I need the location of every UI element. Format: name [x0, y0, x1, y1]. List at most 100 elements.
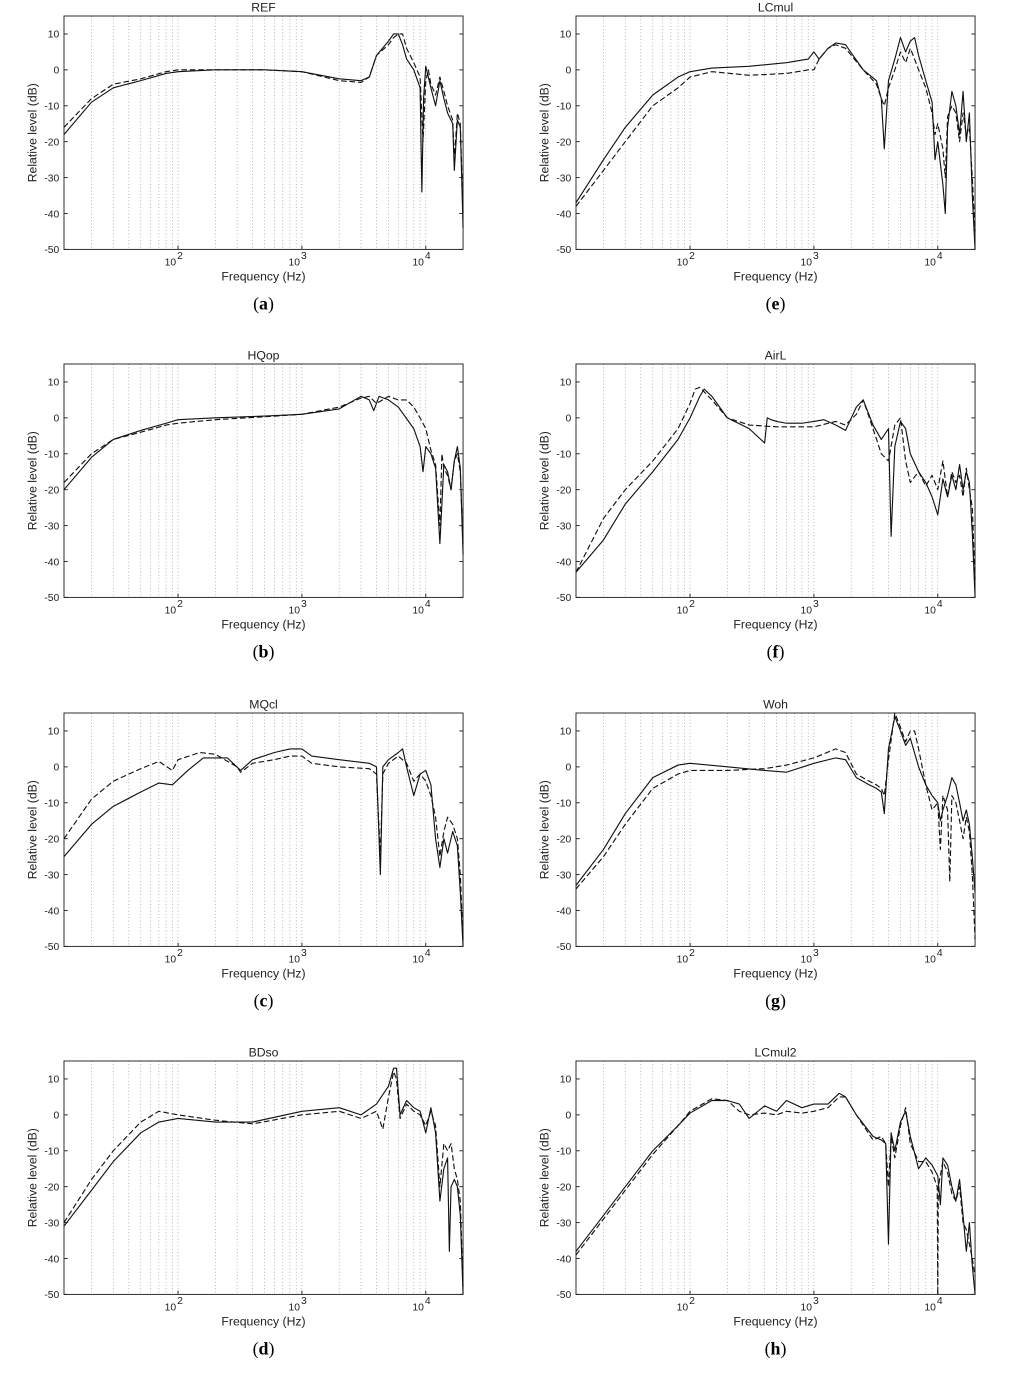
x-tick-exponent: 2 [177, 1296, 183, 1307]
x-axis-label: Frequency (Hz) [221, 269, 305, 283]
x-tick-exponent: 2 [689, 251, 695, 262]
caption-open-paren: ( [765, 991, 771, 1012]
x-tick-exponent: 3 [813, 1296, 819, 1307]
x-tick-exponent: 4 [937, 251, 943, 262]
caption-close-paren: ) [269, 642, 275, 663]
y-tick-label: -10 [44, 450, 59, 461]
y-tick-label: -10 [556, 102, 571, 113]
y-tick-label: -30 [44, 870, 59, 881]
x-tick-label: 102 [677, 251, 695, 269]
y-tick-label: 0 [566, 414, 572, 425]
y-tick-label: -20 [44, 834, 59, 845]
y-tick-label: -10 [44, 102, 59, 113]
x-tick-base: 10 [677, 605, 689, 616]
caption-open-paren: ( [767, 642, 773, 663]
x-tick-label: 102 [165, 1296, 183, 1314]
x-tick-exponent: 3 [301, 948, 307, 959]
x-tick-label: 102 [677, 599, 695, 617]
x-tick-label: 102 [677, 948, 695, 966]
caption-letter: b [259, 642, 269, 662]
x-tick-base: 10 [801, 1302, 813, 1313]
series-line-dashed [575, 44, 976, 232]
x-tick-base: 10 [677, 954, 689, 965]
caption-letter: c [260, 991, 268, 1011]
x-tick-exponent: 4 [425, 948, 431, 959]
x-tick-label: 104 [924, 599, 942, 617]
x-tick-base: 10 [924, 605, 936, 616]
y-tick-label: -30 [44, 173, 59, 184]
x-tick-label: 104 [412, 251, 430, 269]
y-tick-label: -20 [44, 1182, 59, 1193]
x-axis-label: Frequency (Hz) [733, 966, 817, 980]
y-tick-label: 0 [54, 1111, 60, 1122]
x-tick-base: 10 [924, 257, 936, 268]
series-line-solid [575, 716, 976, 893]
y-tick-label: -30 [44, 521, 59, 532]
series-line-solid [63, 395, 464, 555]
x-tick-exponent: 3 [301, 1296, 307, 1307]
y-tick-label: -30 [556, 173, 571, 184]
series-line-dashed [575, 712, 976, 940]
y-tick-label: -20 [44, 485, 59, 496]
x-tick-base: 10 [924, 1302, 936, 1313]
series-line-dashed [575, 1096, 976, 1295]
y-axis-label: Relative level (dB) [26, 1128, 40, 1227]
y-tick-label: -50 [556, 942, 571, 953]
x-tick-exponent: 2 [177, 599, 183, 610]
y-tick-label: -50 [44, 593, 59, 604]
y-tick-label: 10 [560, 30, 572, 41]
chart-panel-h: 100-10-20-30-40-50102103104LCmul2Frequen… [538, 1045, 976, 1360]
series-line-dashed [63, 33, 464, 214]
x-tick-base: 10 [801, 954, 813, 965]
x-tick-base: 10 [412, 954, 424, 965]
series-line-solid [575, 1092, 976, 1295]
panel-caption: (c) [254, 991, 274, 1012]
x-tick-label: 104 [412, 948, 430, 966]
y-tick-label: -40 [44, 209, 59, 220]
y-axis-label: Relative level (dB) [26, 431, 40, 530]
y-tick-label: 0 [566, 1111, 572, 1122]
x-tick-label: 102 [165, 599, 183, 617]
panel-caption: (d) [253, 1339, 275, 1360]
y-tick-label: 0 [566, 763, 572, 774]
x-tick-label: 103 [289, 1296, 307, 1314]
y-tick-label: 0 [54, 66, 60, 77]
x-tick-label: 103 [801, 251, 819, 269]
x-tick-base: 10 [412, 605, 424, 616]
caption-letter: h [771, 1339, 781, 1359]
y-tick-label: 0 [54, 414, 60, 425]
x-axis-label: Frequency (Hz) [733, 269, 817, 283]
x-tick-label: 103 [801, 1296, 819, 1314]
caption-close-paren: ) [268, 294, 274, 315]
caption-close-paren: ) [267, 991, 273, 1012]
series-line-dashed [63, 395, 464, 544]
x-tick-base: 10 [165, 1302, 177, 1313]
plot-area [575, 1060, 976, 1295]
y-axis-label: Relative level (dB) [26, 780, 40, 879]
x-tick-exponent: 3 [813, 599, 819, 610]
chart-panel-c: 100-10-20-30-40-50102103104MQclFrequency… [26, 697, 464, 1012]
series-line-solid [63, 33, 464, 228]
x-tick-base: 10 [801, 605, 813, 616]
x-tick-exponent: 4 [937, 599, 943, 610]
chart-panel-b: 100-10-20-30-40-50102103104HQopFrequency… [26, 348, 464, 663]
x-tick-exponent: 3 [813, 251, 819, 262]
x-tick-base: 10 [289, 954, 301, 965]
series-line-solid [575, 36, 976, 250]
y-tick-label: -20 [556, 1182, 571, 1193]
y-tick-label: -40 [556, 1254, 571, 1265]
series-line-dashed [63, 1071, 464, 1288]
caption-close-paren: ) [780, 991, 786, 1012]
caption-open-paren: ( [253, 642, 259, 663]
caption-letter: d [259, 1339, 269, 1359]
caption-close-paren: ) [779, 294, 785, 315]
caption-open-paren: ( [253, 294, 259, 315]
chart-panel-f: 100-10-20-30-40-50102103104AirLFrequency… [538, 348, 976, 663]
x-axis-label: Frequency (Hz) [221, 617, 305, 631]
x-tick-exponent: 2 [689, 1296, 695, 1307]
chart-title: HQop [248, 348, 280, 362]
x-tick-exponent: 3 [813, 948, 819, 959]
x-tick-base: 10 [289, 605, 301, 616]
x-tick-base: 10 [677, 1302, 689, 1313]
chart-panel-e: 100-10-20-30-40-50102103104LCmulFrequenc… [538, 0, 976, 315]
